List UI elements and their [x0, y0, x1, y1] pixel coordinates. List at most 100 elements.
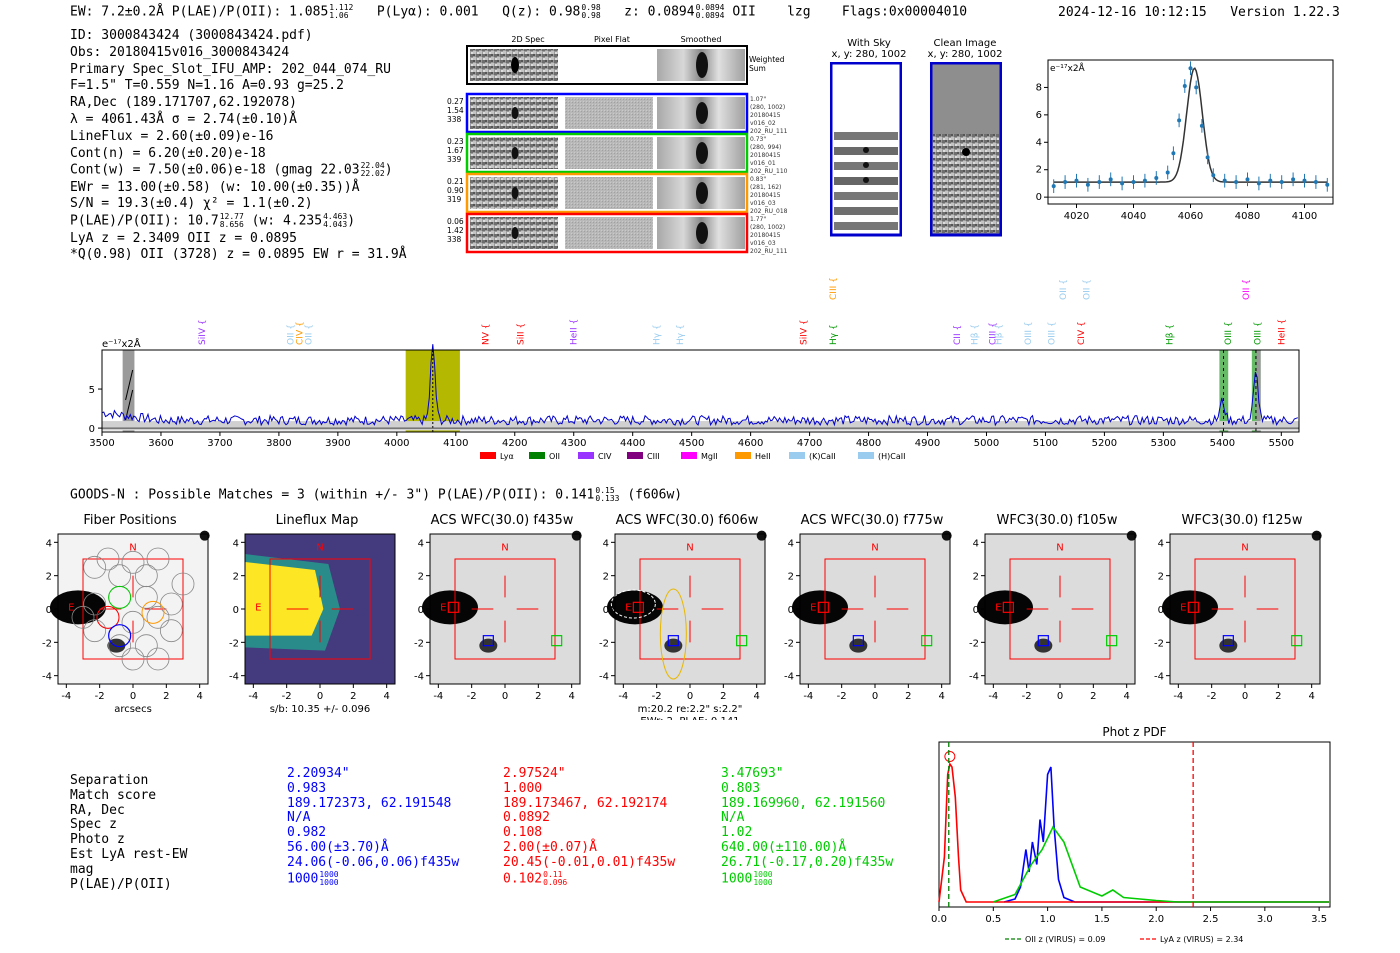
zoom-unit-label: e⁻¹⁷x2Å: [1050, 62, 1086, 74]
zoom-data-point: [1211, 173, 1216, 178]
counterpart-green: [551, 635, 563, 647]
zoom-xtick-label: 4100: [1292, 211, 1317, 222]
galaxy-bright: [792, 590, 848, 625]
spectrum-xtick-label: 4300: [561, 438, 586, 449]
legend-label: CIV: [598, 452, 612, 461]
spectrum-ytick-label: 5: [89, 385, 95, 396]
match-value: 20.45(-0.01,0.01)f435w: [503, 854, 676, 870]
cutout-ytick-label: -2: [784, 638, 794, 649]
cutout-ytick-label: -2: [229, 638, 239, 649]
info-contn: Cont(n) = 6.20(±0.20)e-18: [70, 145, 266, 161]
cutout-xtick-label: 4: [196, 691, 202, 702]
match-plae-frac: 1000 1000: [753, 869, 773, 887]
cutout-ytick-label: -2: [599, 638, 609, 649]
cutout-ytick-label: 4: [46, 538, 52, 549]
photz-xtick-label: 0.0: [931, 914, 947, 925]
cutout-note: arcsecs: [114, 704, 152, 715]
zoom-data-point: [1182, 84, 1187, 89]
emission-line-label: OII {: [304, 324, 314, 345]
cutout-ytick-label: 2: [788, 572, 794, 583]
spectrum-xtick-label: 3900: [325, 438, 350, 449]
spec-row-right-value: v016_03: [750, 240, 776, 247]
legend-label: OII: [549, 452, 560, 461]
header-flags: Flags:0x00004010: [841, 4, 968, 20]
weighted-sum-label-2: Sum: [749, 64, 766, 73]
match-box: [454, 558, 556, 660]
zoom-xtick-label: 4020: [1064, 211, 1089, 222]
legend-swatch: [627, 452, 643, 459]
photz-xtick-label: 3.5: [1311, 914, 1327, 925]
legend-swatch: [480, 452, 496, 459]
clean-image: [930, 62, 1002, 237]
fiber-circle: [134, 634, 158, 658]
spectrum-xtick-label: 5100: [1033, 438, 1058, 449]
photz-legend-label: LyA z (VIRUS) = 2.34: [1160, 935, 1243, 944]
cutout-ytick-label: 0: [46, 605, 52, 616]
info-lya-z: LyA z = 2.3409 OII z = 0.0895: [70, 230, 297, 246]
zoom-data-point: [1085, 182, 1090, 187]
emission-line-label: SiII {: [517, 323, 527, 345]
cutout-ytick-label: 2: [46, 572, 52, 583]
fiber-circle: [121, 550, 145, 574]
error-band: [102, 421, 1299, 431]
fiber-circle: [71, 605, 95, 629]
east-label: E: [68, 603, 74, 614]
match-value: 2.20934": [287, 766, 350, 781]
emission-line-label: OIII {: [1024, 321, 1034, 345]
spectrum-xtick-label: 4000: [384, 438, 409, 449]
header-plae-frac: 1.112 1.06: [329, 3, 354, 20]
galaxy-bright: [422, 590, 478, 625]
info-ewr: EWr = 13.00(±0.58) (w: 10.00(±0.35))Å: [70, 179, 360, 195]
north-label: N: [129, 543, 136, 554]
spec-row-right-value: 0.83": [750, 176, 766, 183]
match-label: Match score: [70, 787, 157, 803]
counterpart-blue: [1037, 635, 1049, 647]
spec-row-blob: [511, 227, 519, 239]
match-value: 1000 1000 1000: [287, 869, 339, 887]
cutout-xtick-label: -4: [61, 691, 71, 702]
spec-row-right-value: v016_01: [750, 160, 776, 167]
spec-row-left-value: 0.06: [447, 217, 464, 226]
spectrum-xtick-label: 3500: [89, 438, 114, 449]
match-value: 640.00(±110.00)Å: [721, 839, 847, 855]
spec-row-smooth-blob: [696, 102, 708, 124]
spec-row-left-value: 339: [447, 155, 462, 164]
info-sn: S/N = 19.3(±0.4) χ² = 1.1(±0.2): [70, 196, 313, 212]
spec-row-right-value: 20180415: [750, 232, 781, 239]
match-label: mag: [70, 861, 94, 877]
spectrum-xtick-label: 5000: [974, 438, 999, 449]
mask-hatch: [125, 369, 134, 401]
oiii-window-1: [1219, 350, 1229, 432]
counterpart-blue: [852, 635, 864, 647]
weighted-sum-blob: [511, 57, 519, 73]
cutout-xtick-label: 2: [720, 691, 726, 702]
cutout-xtick-label: 0: [130, 691, 136, 702]
legend-label: CIII: [647, 452, 660, 461]
line-fit-chart: e⁻¹⁷x2Å 4020 4040 4060 4080 4100 0 2 4 6 8: [1036, 59, 1334, 222]
cutout-ytick-label: 0: [1158, 605, 1164, 616]
cutout-xtick-label: -4: [248, 691, 258, 702]
info-contw: Cont(w) = 7.50(±0.06)e-18 (gmag 22.03 22.…: [70, 161, 393, 179]
match-value: 0.108: [503, 825, 543, 841]
cutout-ytick-label: -2: [969, 638, 979, 649]
emission-line-label: OIII {: [1047, 321, 1057, 345]
cutout-xtick-label: 0: [317, 691, 323, 702]
header-z: z: 0.0894: [624, 4, 695, 20]
star: [941, 530, 952, 541]
cutout-note: m:20.2 re:2.2" s:2.2": [638, 704, 743, 715]
east-label: E: [440, 603, 446, 614]
spectrum-unit-label: e⁻¹⁷x2Å: [102, 337, 141, 350]
counterpart-red: [447, 601, 459, 613]
cutout-xtick-label: -2: [837, 691, 847, 702]
spec-row-right-value: 202_RU_018: [750, 208, 788, 215]
header-plya: P(Lyα): 0.001: [376, 4, 479, 20]
cutout-xtick-label: -4: [618, 691, 628, 702]
masked-region-2: [1256, 350, 1261, 432]
match-value: 1.02: [721, 825, 753, 841]
fiber-circle: [146, 547, 170, 571]
photz-series-green: [993, 825, 1329, 903]
spec2d-header-1: 2D Spec: [511, 35, 544, 44]
cutout-xtick-label: 2: [350, 691, 356, 702]
zoom-ytick-label: 8: [1036, 82, 1042, 93]
spec-row-left-value: 319: [447, 195, 462, 204]
